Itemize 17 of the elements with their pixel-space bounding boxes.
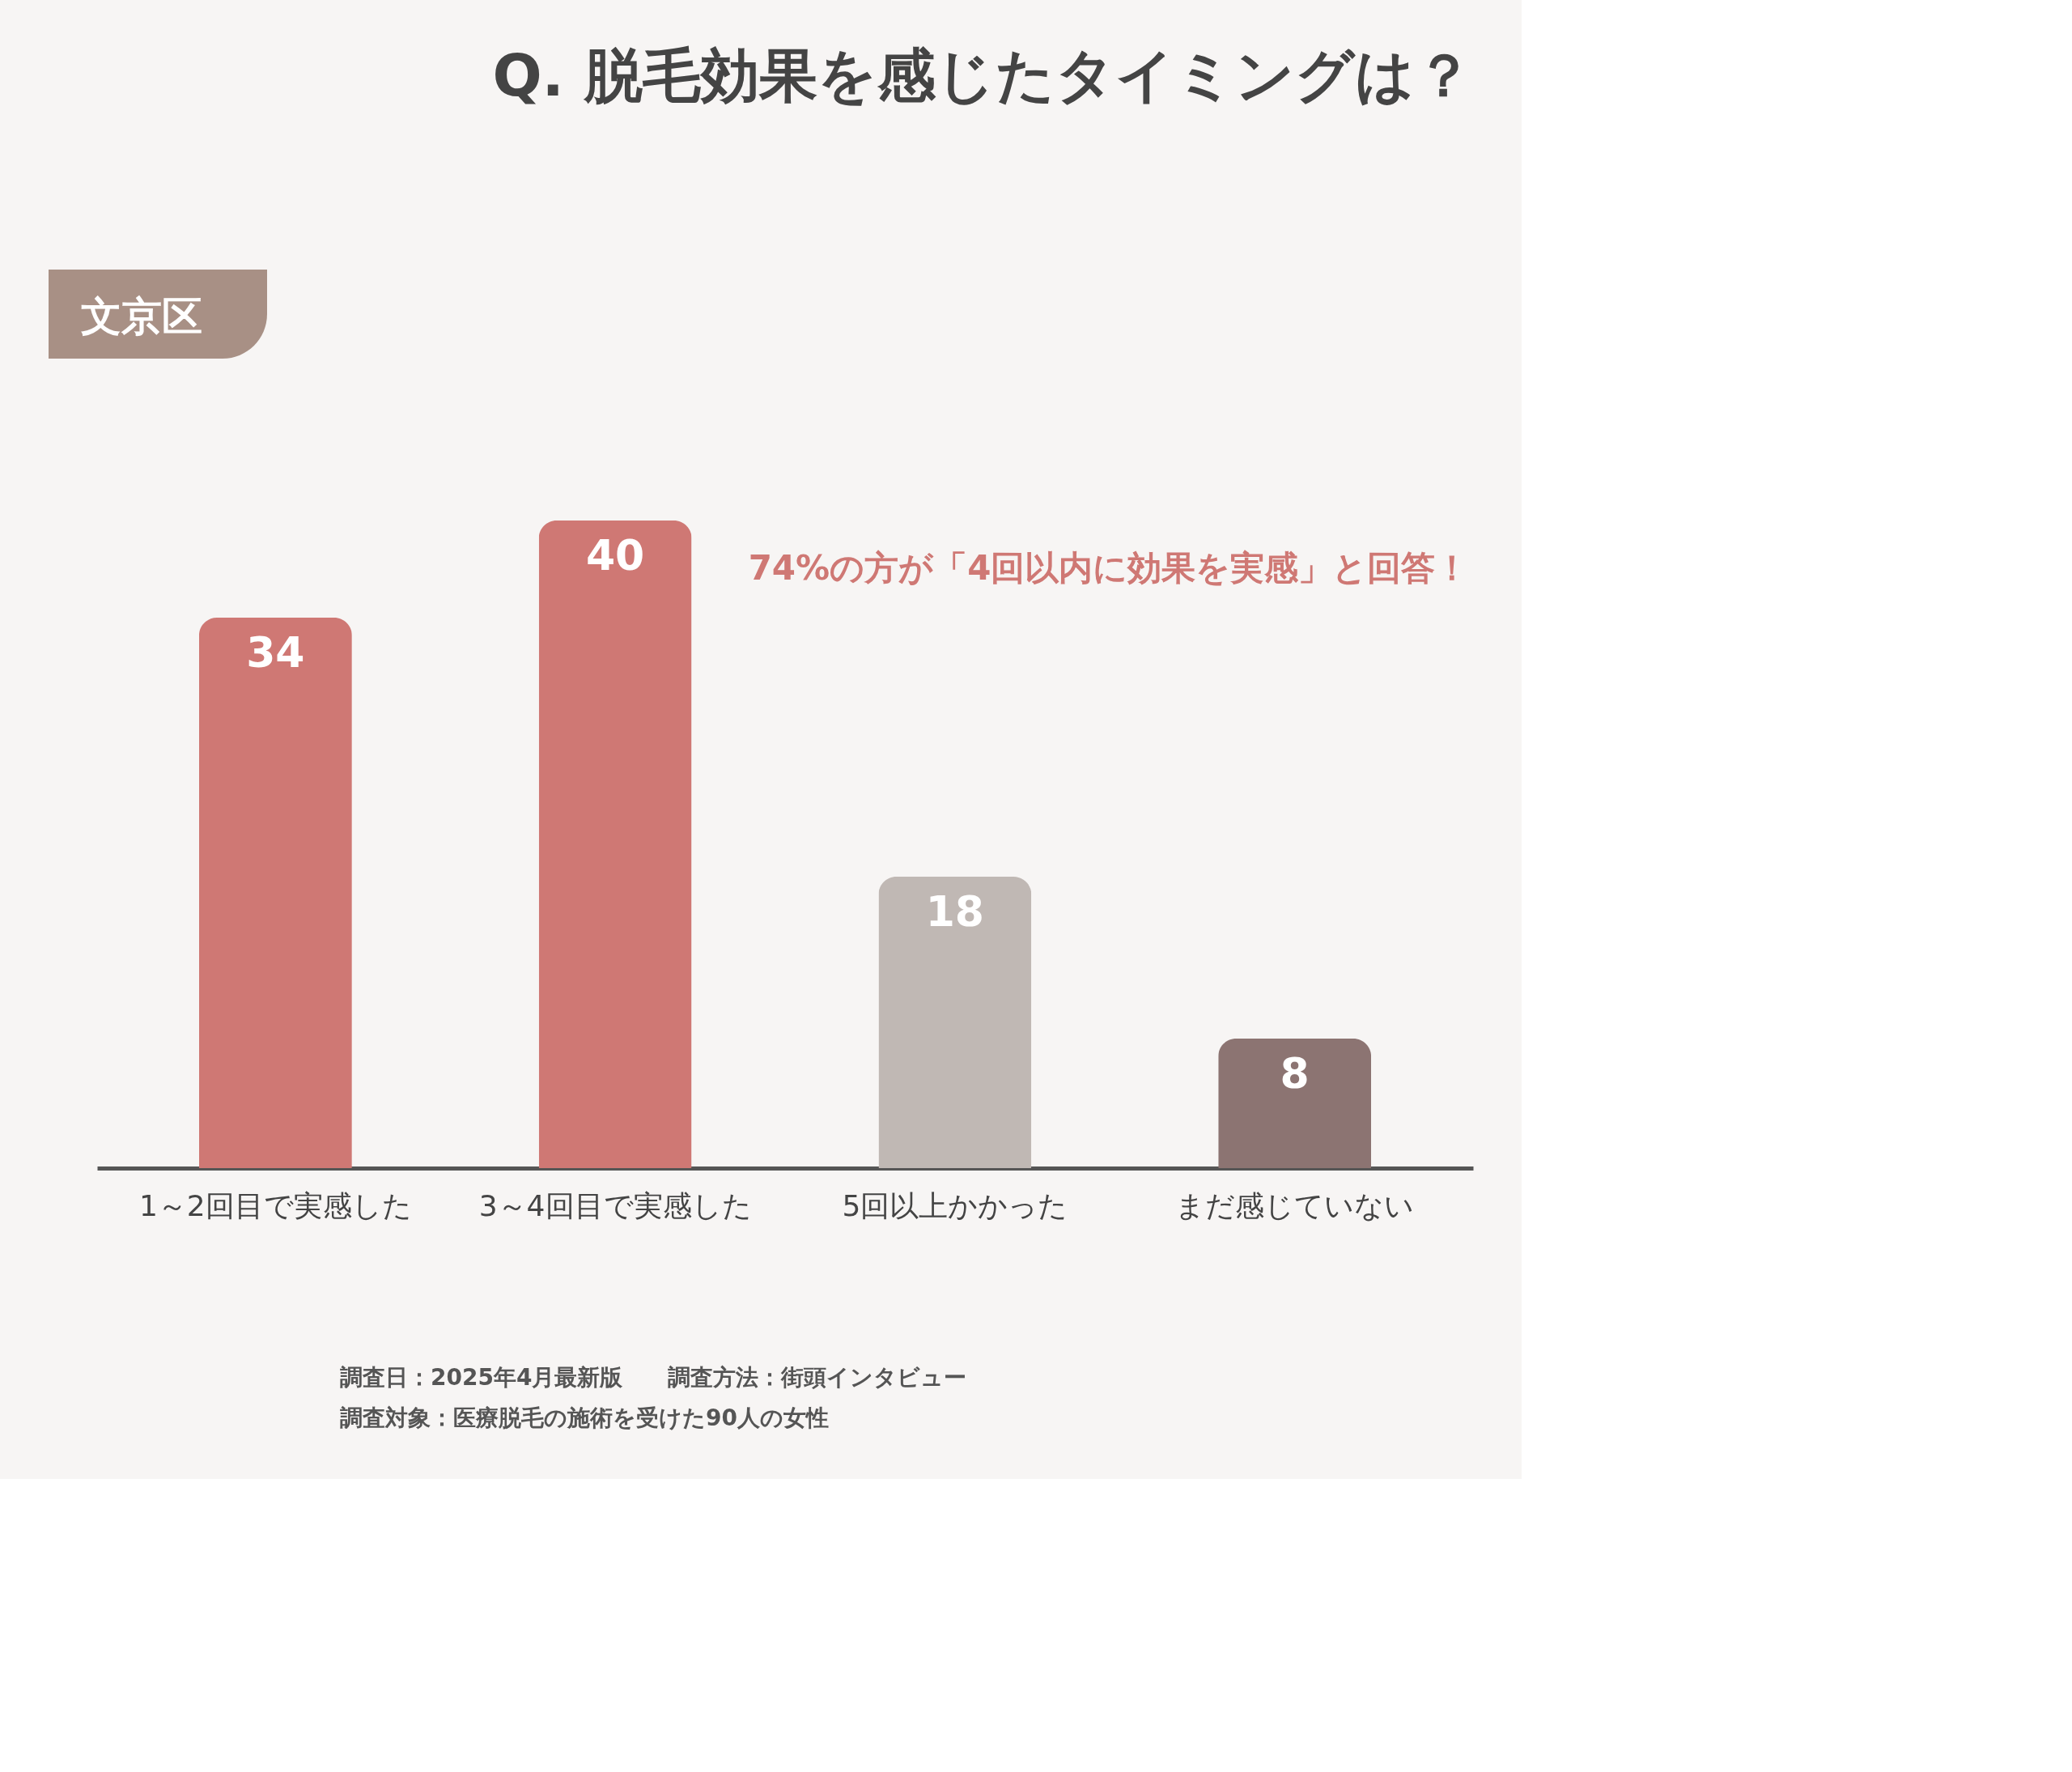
x-tick-label: 1～2回目で実感した <box>138 1188 412 1222</box>
data-label: 40 <box>585 531 645 580</box>
data-label: 8 <box>1280 1049 1310 1098</box>
x-tick-label: まだ感じていない <box>1175 1188 1415 1222</box>
chart-title: Q. 脱毛効果を感じたタイミングは？ <box>492 41 1473 109</box>
text: 文京区 <box>81 293 202 340</box>
text: 調査日：2025年4月最新版 調査方法：街頭インタビュー <box>340 1364 967 1391</box>
data-label: 18 <box>925 887 985 936</box>
x-tick-label: 5回以上かかった <box>842 1188 1068 1222</box>
x-tick-label: 3～4回目で実感した <box>478 1188 752 1222</box>
bar <box>538 521 692 1168</box>
data-label: 34 <box>246 628 305 677</box>
text: 調査対象：医療脱毛の施術を受けた90人の女性 <box>340 1404 829 1431</box>
bar <box>878 877 1032 1168</box>
annotation: 74%の方が「4回以内に効果を実感」と回答！ <box>748 548 1470 588</box>
bar <box>198 618 352 1168</box>
bar <box>1218 1039 1372 1168</box>
